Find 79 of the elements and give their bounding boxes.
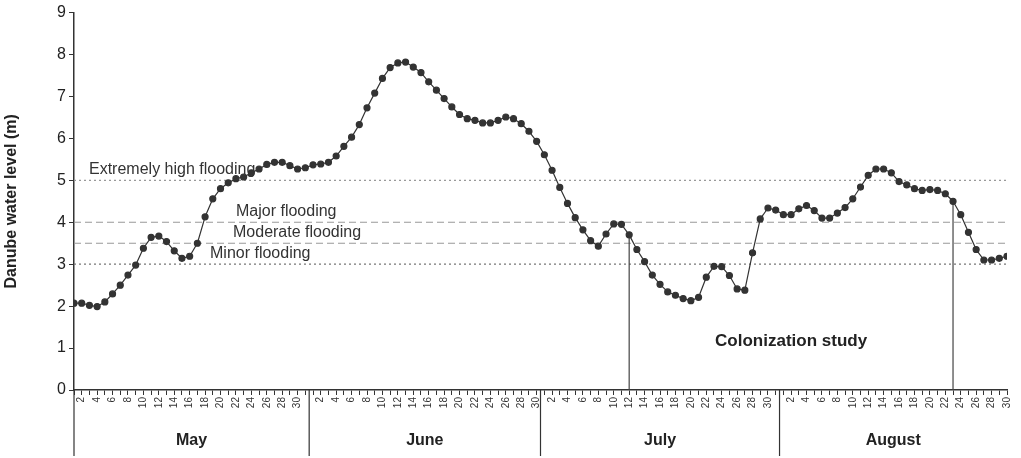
x-tick-label: 20 bbox=[214, 396, 226, 409]
x-tick-label: 8 bbox=[121, 396, 133, 403]
y-tick-label: 8 bbox=[57, 44, 67, 62]
x-tick-label: 16 bbox=[653, 396, 665, 409]
x-tick-label: 8 bbox=[360, 396, 372, 403]
x-tick-label: 18 bbox=[198, 396, 210, 409]
x-tick-label: 26 bbox=[260, 396, 272, 409]
x-tick-label: 20 bbox=[684, 396, 696, 409]
x-tick-label: 14 bbox=[407, 396, 419, 409]
x-tick-label: 18 bbox=[437, 396, 449, 409]
y-tick-label: 5 bbox=[57, 170, 67, 188]
x-tick-label: 26 bbox=[969, 396, 981, 409]
x-tick-label: 10 bbox=[607, 396, 619, 409]
x-tick-label: 4 bbox=[561, 396, 573, 403]
x-tick-label: 24 bbox=[484, 396, 496, 409]
x-tick-label: 20 bbox=[923, 396, 935, 409]
text: June bbox=[406, 431, 444, 449]
x-tick-label: 28 bbox=[514, 396, 526, 409]
x-tick-label: 12 bbox=[391, 396, 403, 409]
x-tick-label: 30 bbox=[1000, 396, 1012, 409]
y-tick-label: 6 bbox=[57, 128, 67, 146]
x-tick-label: 2 bbox=[545, 396, 557, 403]
x-tick-label: 28 bbox=[985, 396, 997, 409]
x-tick-label: 8 bbox=[592, 396, 604, 403]
x-tick-label: 4 bbox=[329, 396, 341, 403]
x-tick-label: 16 bbox=[892, 396, 904, 409]
x-tick-label: 30 bbox=[530, 396, 542, 409]
x-tick-label: 22 bbox=[939, 396, 951, 409]
y-tick-label: 1 bbox=[57, 338, 67, 356]
x-tick-label: 2 bbox=[75, 396, 87, 403]
x-tick-label: 2 bbox=[784, 396, 796, 403]
x-tick-label: 18 bbox=[908, 396, 920, 409]
y-tick-label: 7 bbox=[57, 86, 67, 104]
text: May bbox=[176, 431, 208, 449]
x-tick-label: 30 bbox=[291, 396, 303, 409]
y-tick-label: 2 bbox=[57, 296, 67, 314]
y-tick-label: 4 bbox=[57, 212, 67, 230]
x-tick-label: 14 bbox=[638, 396, 650, 409]
x-tick-label: 12 bbox=[861, 396, 873, 409]
x-tick-label: 24 bbox=[245, 396, 257, 409]
x-tick-label: 6 bbox=[345, 396, 357, 403]
x-tick-label: 12 bbox=[152, 396, 164, 409]
x-tick-label: 28 bbox=[275, 396, 287, 409]
x-tick-label: 6 bbox=[106, 396, 118, 403]
text: July bbox=[644, 431, 677, 449]
x-tick-label: 16 bbox=[183, 396, 195, 409]
annotation: Colonization study bbox=[715, 330, 868, 350]
y-tick-label: 0 bbox=[57, 380, 67, 398]
x-tick-label: 24 bbox=[715, 396, 727, 409]
text: August bbox=[865, 431, 922, 449]
x-tick-label: 28 bbox=[746, 396, 758, 409]
x-tick-label: 20 bbox=[453, 396, 465, 409]
y-tick-label: 3 bbox=[57, 254, 67, 272]
x-tick-label: 10 bbox=[846, 396, 858, 409]
x-tick-label: 8 bbox=[831, 396, 843, 403]
x-tick-label: 30 bbox=[761, 396, 773, 409]
x-tick-label: 16 bbox=[422, 396, 434, 409]
y-axis-title: Danube water level (m) bbox=[2, 114, 20, 289]
y-tick-label: 9 bbox=[57, 3, 67, 21]
x-tick-label: 26 bbox=[730, 396, 742, 409]
x-tick-label: 14 bbox=[877, 396, 889, 409]
x-tick-label: 4 bbox=[800, 396, 812, 403]
x-tick-label: 22 bbox=[468, 396, 480, 409]
x-tick-label: 22 bbox=[700, 396, 712, 409]
x-tick-label: 10 bbox=[137, 396, 149, 409]
x-tick-label: 10 bbox=[376, 396, 388, 409]
x-tick-label: 14 bbox=[167, 396, 179, 409]
x-tick-label: 24 bbox=[954, 396, 966, 409]
x-tick-label: 6 bbox=[576, 396, 588, 403]
x-tick-label: 22 bbox=[229, 396, 241, 409]
ref-line-label: Major flooding bbox=[236, 201, 337, 219]
ref-line-label: Moderate flooding bbox=[233, 222, 362, 240]
x-tick-label: 4 bbox=[90, 396, 102, 403]
x-tick-label: 26 bbox=[499, 396, 511, 409]
ref-line-label: Minor flooding bbox=[210, 243, 311, 261]
x-tick-label: 12 bbox=[622, 396, 634, 409]
x-tick-label: 6 bbox=[815, 396, 827, 403]
x-tick-label: 18 bbox=[669, 396, 681, 409]
x-tick-label: 2 bbox=[314, 396, 326, 403]
